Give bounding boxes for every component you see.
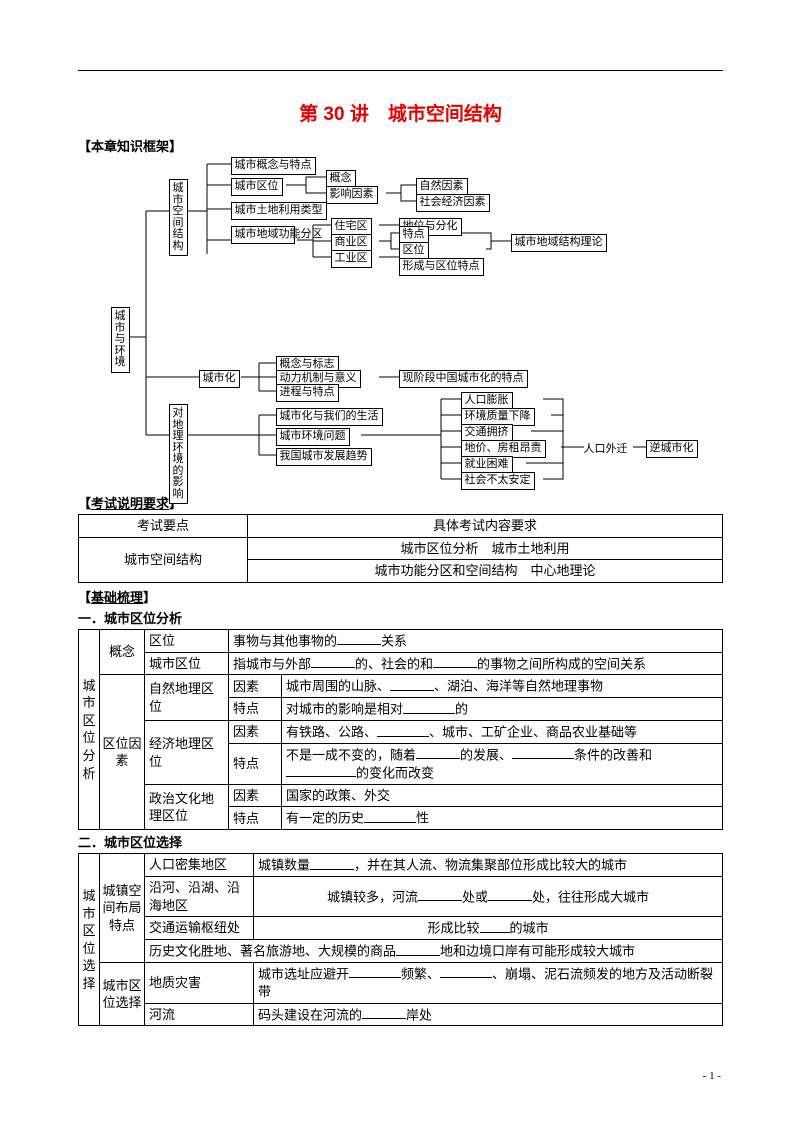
t2-r1c3: 事物与其他事物的关系 bbox=[229, 629, 723, 652]
node-a3: 城市土地利用类型 bbox=[231, 202, 327, 220]
t2-r6c3: 特点 bbox=[229, 744, 282, 785]
node-a2b: 影响因素 bbox=[326, 186, 378, 204]
node-c: 对地理环境的影响 bbox=[169, 404, 188, 504]
node-a4: 城市地域功能分区 bbox=[231, 226, 295, 244]
node-c2: 城市环境问题 bbox=[276, 428, 350, 446]
node-a2b2: 社会经济因素 bbox=[416, 194, 490, 212]
sub2: 二．城市区位选择 bbox=[78, 832, 723, 851]
node-a4c1: 形成与区位特点 bbox=[399, 258, 484, 276]
page-title: 第 30 讲 城市空间结构 bbox=[78, 99, 723, 126]
node-a1: 城市概念与特点 bbox=[231, 157, 316, 175]
t3-r2c3: 城镇较多，河流处或处，往往形成大城市 bbox=[254, 877, 723, 917]
t2-r4c3: 特点 bbox=[229, 698, 282, 721]
knowledge-diagram: 城市与环境 城市空间结构 城市概念与特点 城市区位 概念 影响因素 自然因素 社… bbox=[91, 157, 711, 487]
t3-r2c2: 沿河、沿湖、沿海地区 bbox=[145, 877, 254, 917]
node-c1: 城市化与我们的生活 bbox=[276, 408, 383, 426]
t2-r6c4: 不是一成不变的，随着的发展、条件的改善和的变化而改变 bbox=[282, 744, 723, 785]
t2-r4c4: 对城市的影响是相对的 bbox=[282, 698, 723, 721]
t3-v1: 城市区位选择 bbox=[79, 854, 100, 1026]
t1-h2: 具体考试内容要求 bbox=[248, 515, 723, 538]
node-pr: 人口外迁 bbox=[584, 440, 628, 456]
t3-r5c3: 城市选址应避开频繁、、崩塌、泥石流频发的地方及活动断裂带 bbox=[254, 963, 723, 1003]
t3-r1c3: 城镇数量，并在其人流、物流集聚部位形成比较大的城市 bbox=[254, 854, 723, 877]
t1-r2c2: 城市功能分区和空间结构 中心地理论 bbox=[248, 560, 723, 583]
t2-r1c1: 概念 bbox=[100, 629, 145, 675]
t2-r5c3: 因素 bbox=[229, 721, 282, 744]
t3-r5c1: 城市区位选择 bbox=[100, 963, 145, 1026]
node-c3: 我国城市发展趋势 bbox=[276, 448, 372, 466]
selection-table: 城市区位选择 城镇空间布局特点 人口密集地区 城镇数量，并在其人流、物流集聚部位… bbox=[78, 853, 723, 1026]
t3-r6c3: 码头建设在河流的岸处 bbox=[254, 1003, 723, 1026]
t1-r1c1: 城市空间结构 bbox=[79, 537, 248, 582]
t1-h1: 考试要点 bbox=[79, 515, 248, 538]
node-b: 城市化 bbox=[199, 370, 240, 388]
sub1: 一．城市区位分析 bbox=[78, 608, 723, 627]
t2-r7c2: 政治文化地理区位 bbox=[145, 784, 229, 829]
t3-r1c1: 城镇空间布局特点 bbox=[100, 854, 145, 963]
t2-r3c3: 因素 bbox=[229, 675, 282, 698]
t1-r1c2: 城市区位分析 城市土地利用 bbox=[248, 537, 723, 560]
t2-r2c3: 指城市与外部的、社会的和的事物之间所构成的空间关系 bbox=[229, 652, 723, 675]
t3-r1c2: 人口密集地区 bbox=[145, 854, 254, 877]
section-framework: 【本章知识框架】 bbox=[78, 136, 723, 155]
t3-r4: 历史文化胜地、著名旅游地、大规模的商品地和边境口岸有可能形成较大城市 bbox=[145, 940, 723, 963]
node-a: 城市空间结构 bbox=[169, 179, 188, 256]
t2-r3c1: 区位因素 bbox=[100, 675, 145, 830]
t2-r2c2: 城市区位 bbox=[145, 652, 229, 675]
node-prr: 逆城市化 bbox=[646, 440, 698, 458]
t3-r3c2: 交通运输枢纽处 bbox=[145, 917, 254, 940]
exam-table: 考试要点具体考试内容要求 城市空间结构城市区位分析 城市土地利用 城市功能分区和… bbox=[78, 514, 723, 583]
node-p6: 社会不太安定 bbox=[461, 472, 535, 490]
t2-r7c3: 因素 bbox=[229, 784, 282, 807]
node-b3: 进程与特点 bbox=[276, 384, 339, 402]
t2-r5c2: 经济地理区位 bbox=[145, 721, 229, 785]
node-a4c: 工业区 bbox=[331, 250, 372, 268]
page-number: - 1 - bbox=[703, 1070, 721, 1082]
t3-r3c3: 形成比较的城市 bbox=[254, 917, 723, 940]
t2-r3c2: 自然地理区位 bbox=[145, 675, 229, 721]
node-a4r: 城市地域结构理论 bbox=[511, 234, 607, 252]
t3-r5c2: 地质灾害 bbox=[145, 963, 254, 1003]
node-b2r: 现阶段中国城市化的特点 bbox=[399, 370, 528, 388]
section-basics: 【基础梳理】 bbox=[78, 587, 723, 606]
t3-r6c2: 河流 bbox=[145, 1003, 254, 1026]
analysis-table: 城市区位分析 概念 区位 事物与其他事物的关系 城市区位 指城市与外部的、社会的… bbox=[78, 629, 723, 831]
node-root: 城市与环境 bbox=[111, 307, 130, 373]
t2-r8c3: 特点 bbox=[229, 807, 282, 830]
t2-v1: 城市区位分析 bbox=[79, 629, 100, 830]
node-a2: 城市区位 bbox=[231, 178, 283, 196]
t2-r3c4: 城市周围的山脉、、湖泊、海洋等自然地理事物 bbox=[282, 675, 723, 698]
t2-r1c2: 区位 bbox=[145, 629, 229, 652]
t2-r7c4: 国家的政策、外交 bbox=[282, 784, 723, 807]
t2-r8c4: 有一定的历史性 bbox=[282, 807, 723, 830]
t2-r5c4: 有铁路、公路、、城市、工矿企业、商品农业基础等 bbox=[282, 721, 723, 744]
